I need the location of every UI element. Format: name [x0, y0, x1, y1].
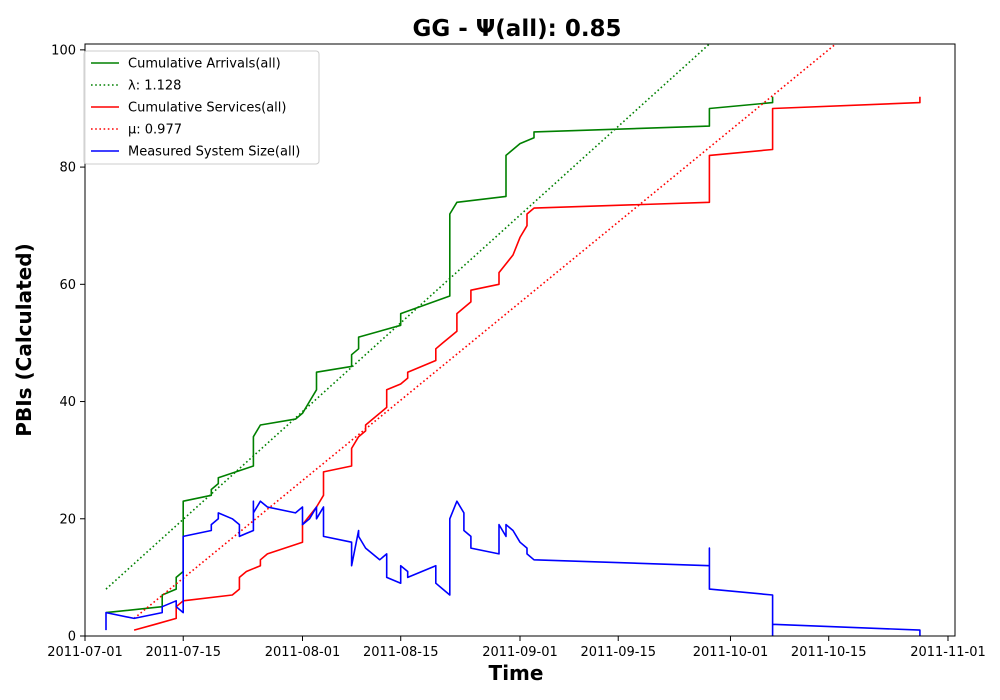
y-tick-label: 80	[59, 161, 76, 176]
x-tick-label: 2011-10-01	[693, 645, 769, 660]
y-tick-label: 0	[68, 630, 76, 645]
legend-label-3: μ: 0.977	[128, 123, 182, 138]
series-line-4	[105, 500, 921, 636]
x-tick-label: 2011-10-15	[791, 645, 867, 660]
series-line-0	[105, 96, 774, 614]
y-axis-label: PBIs (Calculated)	[12, 243, 36, 436]
series-layer	[105, 44, 921, 636]
x-tick-label: 2011-09-15	[580, 645, 656, 660]
x-tick-label: 2011-07-15	[145, 645, 221, 660]
x-axis-label: Time	[489, 661, 544, 685]
x-axis: 2011-07-01 2011-07-15 2011-08-01 2011-08-15…	[47, 636, 986, 660]
series-line-2	[133, 96, 921, 631]
y-tick-label: 100	[51, 43, 76, 58]
y-tick-label: 60	[59, 278, 76, 293]
legend-label-2: Cumulative Services(all)	[128, 101, 286, 116]
y-tick-label: 20	[59, 512, 76, 527]
x-tick-label: 2011-08-01	[265, 645, 341, 660]
y-tick-label: 40	[59, 395, 76, 410]
chart-title: GG - Ψ(all): 0.85	[412, 16, 621, 42]
legend: Cumulative Arrivals(all) λ: 1.128 Cumulati…	[83, 50, 320, 165]
x-tick-label: 2011-09-01	[482, 645, 558, 660]
legend-label-0: Cumulative Arrivals(all)	[128, 57, 281, 72]
y-axis: 0 20 40 60 80 100	[51, 43, 85, 645]
x-tick-label: 2011-11-01	[910, 645, 986, 660]
legend-label-4: Measured System Size(all)	[128, 145, 300, 160]
x-tick-label: 2011-07-01	[47, 645, 123, 660]
legend-box	[83, 50, 320, 165]
x-tick-label: 2011-08-15	[363, 645, 439, 660]
legend-label-1: λ: 1.128	[128, 79, 181, 94]
series-line-1	[105, 44, 710, 590]
